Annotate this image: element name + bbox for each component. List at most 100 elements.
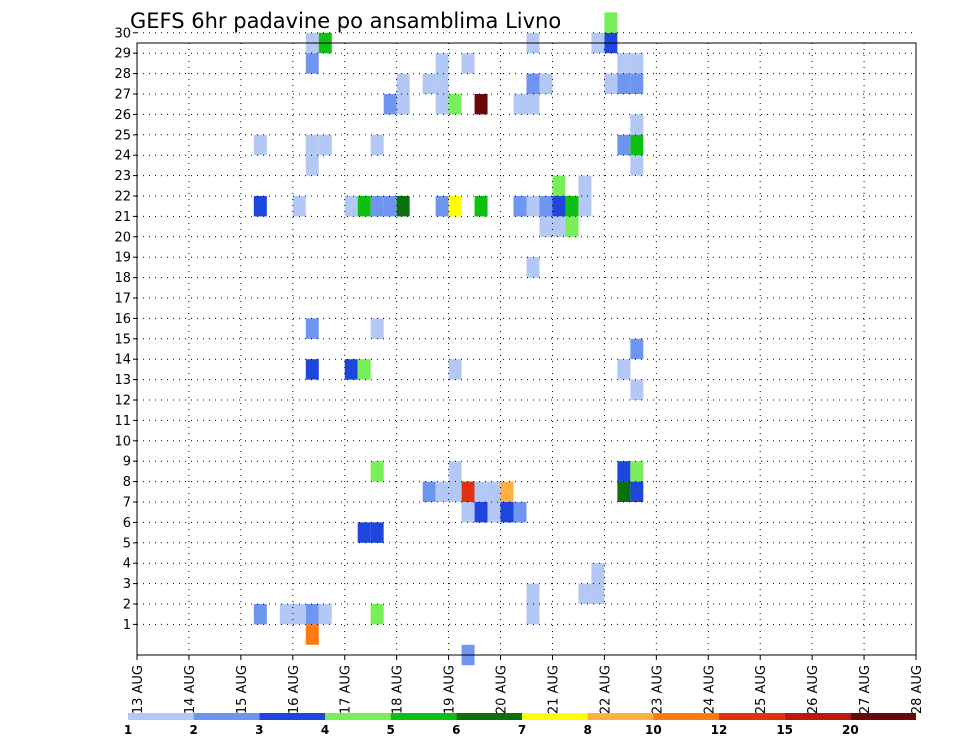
colorbar-label: 7: [518, 723, 526, 737]
precip-cell: [396, 196, 410, 217]
precip-cell: [396, 73, 410, 94]
precip-cell: [474, 94, 488, 115]
precip-cell: [578, 196, 592, 217]
precip-cell: [526, 94, 540, 115]
precip-cell: [565, 196, 579, 217]
precip-cell: [305, 624, 319, 645]
precip-cell: [448, 461, 462, 482]
precip-cell: [630, 155, 644, 176]
precip-cell: [357, 196, 371, 217]
colorbar-label: 1: [124, 723, 132, 737]
colorbar-swatch: [850, 713, 916, 720]
precip-cell: [526, 257, 540, 278]
colorbar-swatch: [719, 713, 785, 720]
precip-cell: [435, 481, 449, 502]
colorbar-label: 10: [645, 723, 662, 737]
y-tick-label: 5: [123, 536, 131, 551]
precip-cell: [292, 196, 306, 217]
precip-cell: [552, 216, 566, 237]
colorbar-label: 20: [842, 723, 859, 737]
y-tick-label: 6: [123, 516, 131, 531]
precip-cell: [448, 196, 462, 217]
precip-cell: [370, 134, 384, 156]
colorbar-swatch: [259, 713, 325, 720]
precip-cell: [552, 175, 566, 196]
precip-cell: [305, 359, 319, 380]
y-tick-label: 28: [114, 67, 131, 82]
colorbar-label: 5: [386, 723, 394, 737]
precip-cell: [435, 53, 449, 74]
precip-cell: [513, 502, 527, 523]
y-tick-label: 23: [114, 169, 131, 184]
x-tick-label: 20 AUG: [495, 665, 510, 714]
precip-cell: [474, 502, 488, 523]
colorbar-swatch: [784, 713, 851, 720]
y-tick-label: 27: [114, 88, 131, 103]
precip-cell: [279, 604, 293, 625]
y-tick-label: 8: [123, 475, 131, 490]
precip-cell: [448, 94, 462, 115]
y-tick-label: 4: [123, 557, 131, 572]
precip-cell: [617, 134, 631, 156]
precip-cell: [552, 196, 566, 217]
y-tick-label: 3: [123, 577, 131, 592]
x-tick-label: 27 AUG: [858, 665, 873, 714]
y-tick-label: 7: [123, 496, 131, 511]
x-tick-label: 23 AUG: [650, 665, 665, 714]
precip-cell: [370, 522, 384, 543]
precip-cell: [253, 196, 267, 217]
precip-cell: [500, 481, 514, 502]
x-tick-label: 22 AUG: [598, 665, 613, 714]
colorbar-label: 8: [583, 723, 591, 737]
colorbar-swatch: [587, 713, 654, 720]
colorbar-label: 2: [189, 723, 197, 737]
y-tick-label: 26: [114, 108, 131, 123]
precip-cell: [344, 196, 358, 217]
colorbar-label: 6: [452, 723, 460, 737]
precip-cell: [292, 604, 306, 625]
y-tick-label: 22: [114, 190, 131, 205]
precip-cell: [305, 134, 319, 156]
colorbar-swatch: [325, 713, 391, 720]
x-tick-label: 25 AUG: [754, 665, 769, 714]
precip-cell: [604, 12, 618, 33]
precip-cell: [591, 563, 605, 584]
y-tick-label: 25: [114, 128, 131, 143]
y-axis: 1234567891011121314151617181920212223242…: [114, 26, 137, 633]
x-tick-label: 17 AUG: [339, 665, 354, 714]
y-tick-label: 11: [114, 414, 131, 429]
precip-cell: [539, 73, 553, 94]
precip-cell: [422, 73, 436, 94]
precip-cell: [539, 216, 553, 237]
chart-title: GEFS 6hr padavine po ansamblima Livno: [130, 9, 561, 33]
plot-frame: [136, 42, 917, 656]
colorbar: 1 2 3 4 5 6 7 8 10 12 15 20: [124, 713, 916, 737]
precip-cell: [617, 461, 631, 482]
precip-cell: [435, 196, 449, 217]
precip-cell: [565, 216, 579, 237]
x-tick-label: 15 AUG: [235, 665, 250, 714]
colorbar-swatch: [193, 713, 260, 720]
precip-cell: [539, 196, 553, 217]
x-tick-label: 21 AUG: [546, 665, 561, 714]
precip-cell: [487, 502, 501, 523]
precip-cell: [526, 73, 540, 94]
y-tick-label: 19: [114, 251, 131, 266]
x-tick-label: 13 AUG: [131, 665, 146, 714]
precip-cell: [630, 379, 644, 400]
precip-cell: [630, 461, 644, 482]
x-tick-label: 16 AUG: [287, 665, 302, 714]
precip-cell: [578, 583, 592, 604]
colorbar-label: 15: [776, 723, 793, 737]
y-tick-label: 17: [114, 292, 131, 307]
precip-cell: [526, 604, 540, 625]
precipitation-cells: [253, 12, 644, 666]
y-tick-label: 16: [114, 312, 131, 327]
x-axis: 13 AUG 14 AUG 15 AUG 16 AUG 17 AUG 18 AUG 19 A…: [131, 655, 925, 714]
precip-cell: [630, 338, 644, 360]
precip-cell: [318, 134, 332, 156]
precip-cell: [448, 359, 462, 380]
precip-cell: [630, 134, 644, 156]
x-tick-label: 19 AUG: [443, 665, 458, 714]
precip-cell: [617, 359, 631, 380]
